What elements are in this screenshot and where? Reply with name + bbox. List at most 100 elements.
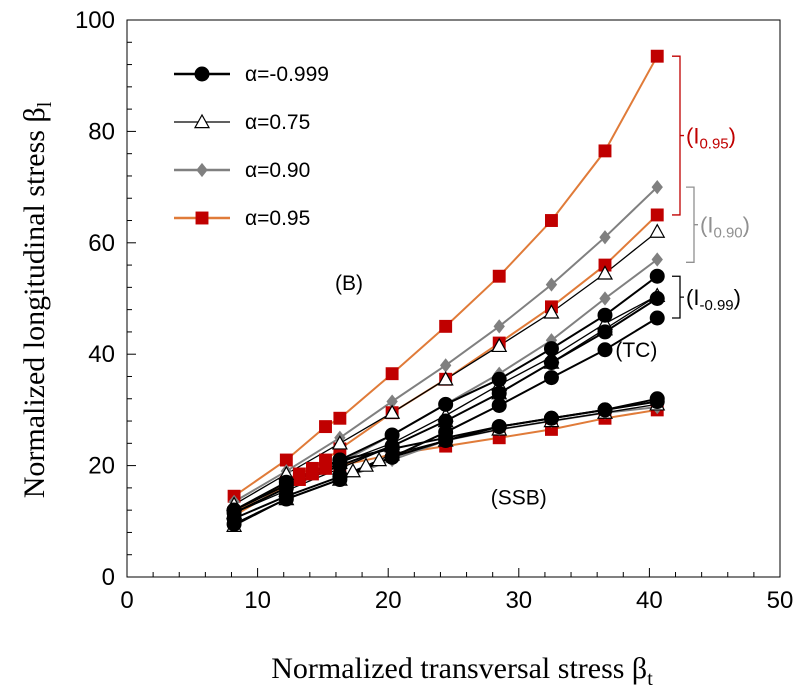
data-point-circle — [649, 391, 665, 407]
data-point-circle — [543, 355, 559, 371]
data-point-circle — [226, 502, 242, 518]
x-tick-label: 10 — [244, 587, 271, 614]
bracket-label-close: ) — [734, 285, 741, 310]
y-axis-title-sub: l — [34, 101, 56, 107]
x-axis-title-sub: t — [647, 668, 653, 690]
data-point-diamond — [599, 230, 611, 245]
bracket-label-sub: 0.95 — [699, 136, 728, 153]
bracket-label-sub: -0.99 — [699, 297, 733, 314]
data-markers — [226, 49, 666, 532]
data-point-triangle — [357, 457, 375, 472]
data-point-circle — [438, 413, 454, 429]
data-point-square — [319, 420, 332, 434]
data-point-circle — [194, 66, 210, 82]
x-tick-label: 0 — [120, 587, 133, 614]
y-tick-label: 80 — [88, 118, 115, 145]
tick-labels: 0 10 20 30 40 50 0 20 40 60 80 100 — [75, 7, 793, 614]
y-tick-label: 0 — [102, 564, 115, 591]
data-point-circle — [491, 419, 507, 435]
plot-frame — [126, 19, 781, 578]
data-point-circle — [491, 371, 507, 387]
x-axis-title: Normalized transversal stress βt — [271, 652, 653, 690]
region-label: (TC) — [615, 339, 657, 362]
data-point-circle — [491, 385, 507, 401]
legend-entry: α=-0.999 — [174, 63, 329, 86]
y-axis-title-main: Normalized longitudinal stress β — [18, 107, 51, 498]
data-point-circle — [597, 324, 613, 340]
data-point-circle — [649, 310, 665, 326]
legend: α=-0.999 α=0.75 α=0.90 α=0.95 — [174, 63, 329, 230]
data-point-diamond — [599, 291, 611, 306]
data-point-circle — [543, 410, 559, 426]
y-tick-label: 40 — [88, 341, 115, 368]
bracket-label-main: (I — [700, 213, 713, 238]
y-tick-label: 20 — [88, 453, 115, 480]
data-point-triangle — [437, 371, 454, 386]
legend-entry: α=0.95 — [174, 207, 310, 230]
bracket-label: (I0.95) — [686, 124, 736, 153]
data-point-circle — [543, 370, 559, 386]
data-point-square — [598, 144, 612, 158]
data-point-square — [306, 461, 319, 475]
data-point-square — [333, 411, 347, 425]
data-point-diamond — [439, 358, 452, 373]
data-point-triangle — [384, 404, 401, 419]
data-point-triangle — [193, 113, 211, 129]
data-point-circle — [649, 291, 665, 306]
data-point-triangle — [649, 223, 666, 238]
legend-label: α=0.95 — [245, 207, 310, 230]
data-point-square — [545, 214, 558, 227]
data-point-circle — [438, 396, 454, 412]
region-label: (SSB) — [491, 487, 547, 510]
legend-label: α=0.90 — [245, 159, 310, 182]
bracket-label-main: (I — [686, 285, 699, 310]
data-point-triangle — [371, 451, 388, 467]
plot-border — [126, 19, 781, 578]
data-point-circle — [332, 452, 348, 468]
data-point-square — [292, 467, 306, 481]
bracket-label-close: ) — [743, 213, 750, 238]
x-tick-label: 40 — [636, 587, 663, 614]
data-point-square — [650, 208, 664, 222]
data-point-diamond — [651, 179, 663, 195]
bracket — [672, 275, 684, 319]
data-point-circle — [597, 342, 613, 358]
data-point-triangle — [596, 265, 614, 280]
bracket — [686, 186, 698, 263]
data-point-circle — [597, 307, 613, 323]
data-point-diamond — [545, 277, 558, 292]
y-axis-title: Normalized longitudinal stress βl — [18, 101, 56, 498]
data-point-diamond — [651, 252, 663, 267]
region-label: (B) — [335, 272, 363, 295]
data-point-circle — [597, 402, 613, 418]
x-tick-label: 20 — [375, 587, 402, 614]
data-point-square — [195, 211, 209, 225]
data-point-triangle — [491, 337, 508, 353]
bracket — [672, 55, 684, 216]
bracket-label: (I0.90) — [700, 213, 750, 242]
data-point-triangle — [331, 435, 348, 450]
y-tick-label: 100 — [75, 7, 115, 34]
y-tick-label: 60 — [88, 230, 115, 257]
x-axis-title-main: Normalized transversal stress β — [271, 652, 647, 685]
series-line — [233, 186, 658, 503]
data-point-triangle — [344, 462, 361, 478]
series-line — [233, 55, 659, 498]
data-point-square — [385, 367, 399, 381]
bracket-label: (I-0.99) — [686, 285, 741, 314]
data-point-circle — [543, 341, 559, 357]
axis-ticks — [126, 19, 781, 578]
legend-entry: α=0.90 — [174, 159, 310, 182]
legend-entry: α=0.75 — [174, 111, 310, 134]
x-tick-label: 30 — [505, 587, 532, 614]
data-point-square — [650, 49, 664, 63]
data-point-circle — [384, 427, 400, 443]
legend-label: α=-0.999 — [245, 63, 329, 86]
legend-label: α=0.75 — [245, 111, 310, 134]
bracket-label-main: (I — [686, 124, 699, 149]
data-point-circle — [278, 477, 294, 493]
data-point-diamond — [196, 162, 208, 178]
x-tick-label: 50 — [767, 587, 794, 614]
data-point-triangle — [543, 304, 560, 319]
